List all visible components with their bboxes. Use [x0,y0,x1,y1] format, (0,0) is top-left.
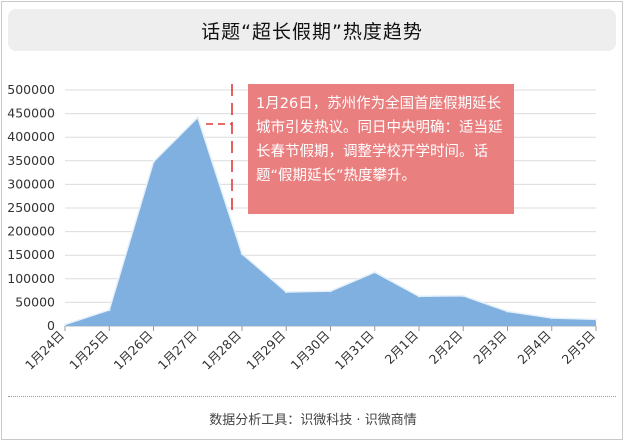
y-tick-label: 50000 [15,294,55,309]
footer-divider [8,396,616,397]
annotation-box: 1月26日，苏州作为全国首座假期延长城市引发热议。同日中央明确：适当延长春节假期… [248,84,514,214]
y-tick-label: 250000 [7,200,55,215]
x-tick-label: 2月2日 [426,328,466,368]
x-tick-label: 1月28日 [199,328,244,373]
x-tick-label: 1月30日 [287,328,332,373]
area-series [65,117,596,326]
data-point [594,318,598,321]
y-tick-label: 150000 [7,247,55,262]
x-tick-label: 1月26日 [110,328,155,373]
footer-credit: 数据分析工具：识微科技 · 识微商情 [209,413,417,428]
data-point [63,323,67,326]
x-tick-label: 1月25日 [66,328,111,373]
y-tick-label: 450000 [7,106,55,121]
chart-title: 话题“超长假期”热度趋势 [201,20,423,43]
y-tick-label: 500000 [7,82,55,97]
data-point [285,290,288,294]
x-tick-label: 2月3日 [470,328,510,368]
y-tick-label: 0 [47,318,55,333]
data-point [196,116,199,119]
data-point [108,308,111,312]
data-point [373,270,376,274]
data-point [506,310,509,313]
data-point [417,295,421,298]
y-tick-label: 350000 [7,153,55,168]
data-point [240,252,244,255]
x-tick-label: 1月29日 [243,328,288,373]
data-point [152,160,155,163]
data-point [329,289,332,293]
x-tick-label: 1月31日 [332,328,377,373]
y-tick-label: 100000 [7,271,55,286]
title-bar: 话题“超长假期”热度趋势 [8,9,616,51]
x-tick-label: 2月5日 [559,328,599,368]
y-tick-label: 400000 [7,129,55,144]
y-tick-label: 300000 [7,176,55,191]
x-tick-label: 2月1日 [382,328,422,368]
x-tick-label: 1月27日 [155,328,200,373]
y-tick-label: 200000 [7,224,55,239]
data-point [462,294,465,297]
x-tick-label: 2月4日 [514,328,554,368]
data-point [550,316,553,320]
x-tick-label: 1月24日 [22,328,67,373]
